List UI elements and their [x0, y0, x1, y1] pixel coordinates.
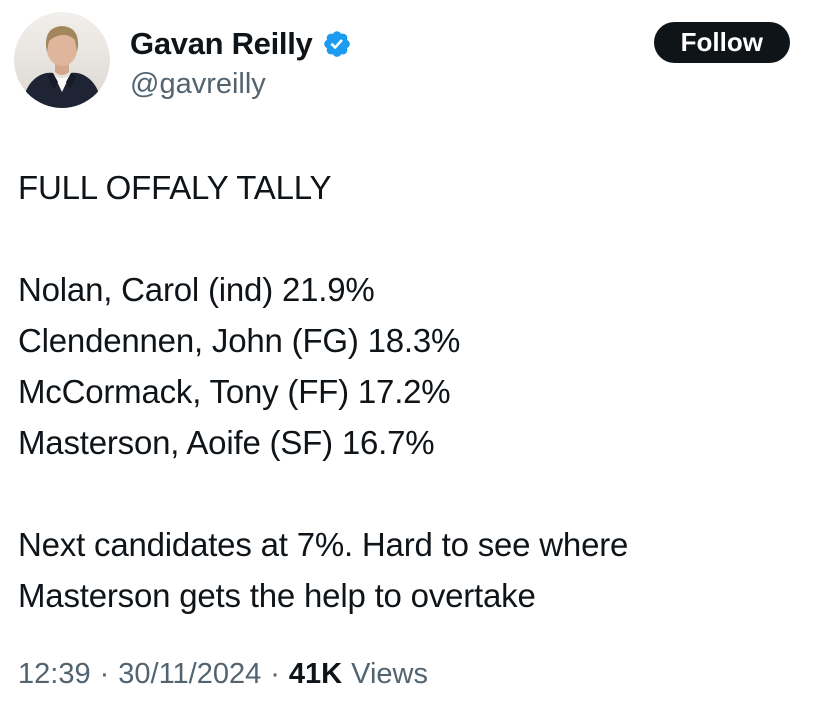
avatar-image — [14, 12, 110, 108]
display-name[interactable]: Gavan Reilly — [130, 26, 313, 61]
date: 30/11/2024 — [118, 658, 262, 690]
tweet-line-title: FULL OFFALY TALLY — [18, 169, 332, 206]
views-label: Views — [351, 658, 428, 690]
views-count[interactable]: 41K — [288, 658, 343, 690]
tweet-line-comment-1: Next candidates at 7%. Hard to see where — [18, 526, 629, 563]
tweet-text: FULL OFFALY TALLY Nolan, Carol (ind) 21.… — [18, 162, 810, 621]
tweet-line-comment-2: Masterson gets the help to overtake — [18, 577, 536, 614]
tweet-line-tally-2: Clendennen, John (FG) 18.3% — [18, 322, 461, 359]
timestamp: 12:39 — [18, 658, 91, 690]
dot-separator: · — [99, 658, 110, 690]
tweet-line-blank — [18, 213, 810, 264]
follow-button[interactable]: Follow — [653, 22, 790, 63]
tweet-line-tally-3: McCormack, Tony (FF) 17.2% — [18, 373, 451, 410]
tweet-line-tally-1: Nolan, Carol (ind) 21.9% — [18, 271, 375, 308]
tweet-line-blank — [18, 468, 810, 519]
tweet-line-tally-4: Masterson, Aoife (SF) 16.7% — [18, 424, 435, 461]
tweet-meta: 12:39 · 30/11/2024 · 41K Views — [18, 657, 428, 691]
avatar[interactable] — [14, 12, 110, 108]
dot-separator: · — [270, 658, 280, 690]
verified-badge-icon — [322, 29, 352, 59]
user-handle[interactable]: @gavreilly — [130, 68, 266, 100]
name-row: Gavan Reilly — [130, 26, 352, 62]
